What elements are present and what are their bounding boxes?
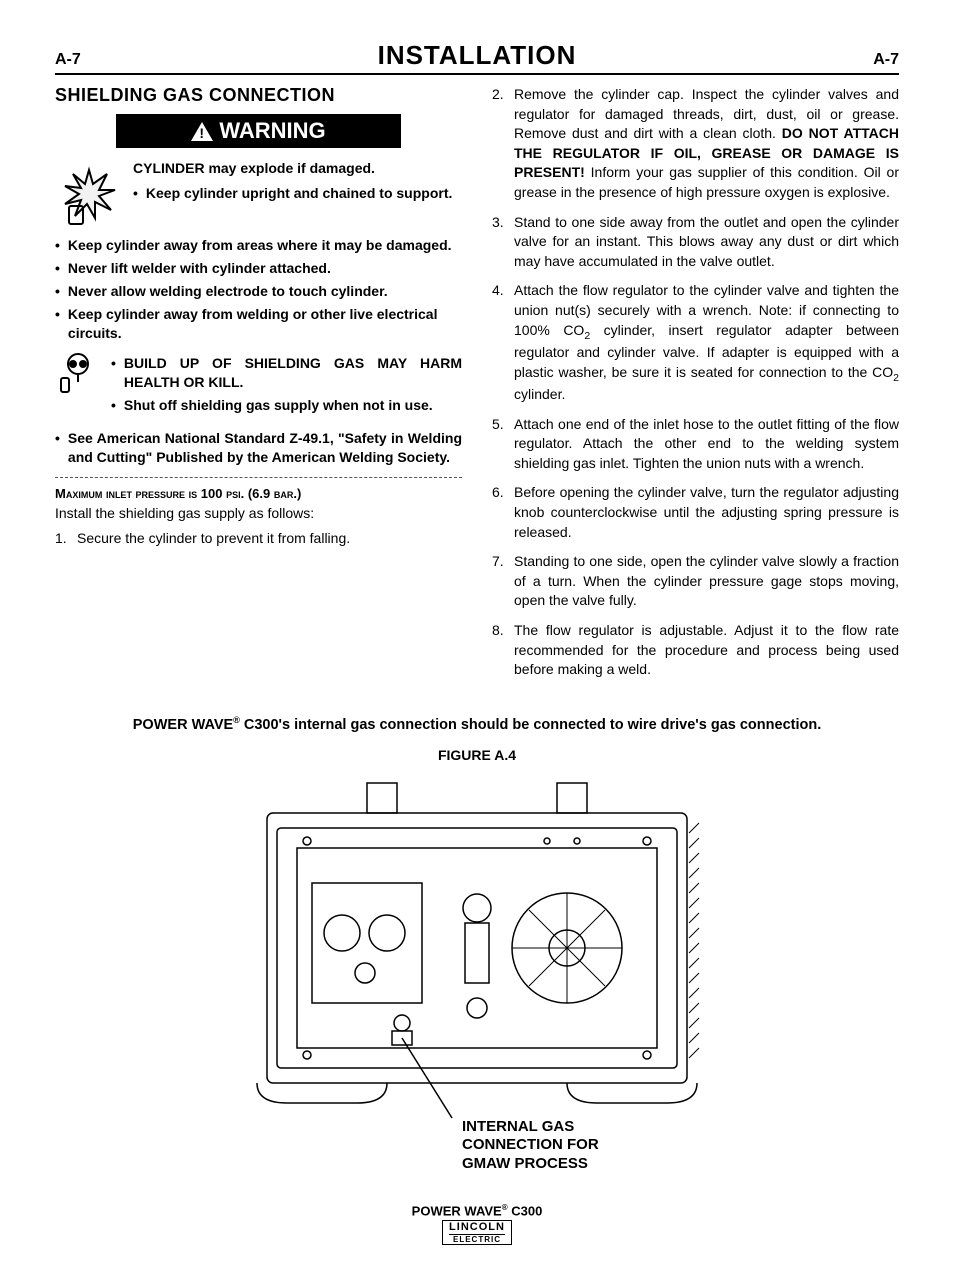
main-bullet-1: Keep cylinder away from areas where it m… (55, 236, 462, 255)
figure-callout: INTERNAL GAS CONNECTION FOR GMAW PROCESS (462, 1118, 599, 1174)
warning-label: WARNING (219, 118, 325, 144)
internal-gas-note: POWER WAVE® C300's internal gas connecti… (55, 715, 899, 733)
page-header: A-7 INSTALLATION A-7 (55, 40, 899, 75)
cylinder-explode-block: CYLINDER may explode if damaged. Keep cy… (55, 160, 462, 228)
std-bullet-list: See American National Standard Z-49.1, "… (55, 429, 462, 467)
gas-heading-bullet: BUILD UP OF SHIELDING GAS MAY HARM HEALT… (111, 354, 462, 392)
cylinder-explode-text: CYLINDER may explode if damaged. Keep cy… (133, 160, 462, 228)
main-bullet-2: Never lift welder with cylinder attached… (55, 259, 462, 278)
left-column: SHIELDING GAS CONNECTION WARNING CYLINDE… (55, 85, 462, 690)
steps-left: 1.Secure the cylinder to prevent it from… (55, 529, 462, 549)
dashed-divider (55, 477, 462, 478)
explosion-icon (55, 160, 123, 228)
step-1: 1.Secure the cylinder to prevent it from… (55, 529, 462, 549)
two-column-body: SHIELDING GAS CONNECTION WARNING CYLINDE… (55, 85, 899, 690)
steps-right: 2. Remove the cylinder cap. Inspect the … (492, 85, 899, 680)
lincoln-logo: LINCOLN ELECTRIC (55, 1220, 899, 1245)
step-4: 4. Attach the flow regulator to the cyli… (492, 281, 899, 404)
callout-line-3: GMAW PROCESS (462, 1155, 588, 1172)
step-2: 2. Remove the cylinder cap. Inspect the … (492, 85, 899, 203)
page-title: INSTALLATION (378, 40, 577, 71)
explode-bullets: Keep cylinder upright and chained to sup… (133, 184, 462, 203)
install-intro: Install the shielding gas supply as foll… (55, 505, 462, 521)
step-3: 3.Stand to one side away from the outlet… (492, 213, 899, 272)
gas-bullets: BUILD UP OF SHIELDING GAS MAY HARM HEALT… (111, 354, 462, 415)
gas-buildup-text: BUILD UP OF SHIELDING GAS MAY HARM HEALT… (111, 348, 462, 421)
callout-line-2: CONNECTION FOR (462, 1136, 599, 1153)
gas-shutoff-bullet: Shut off shielding gas supply when not i… (111, 396, 462, 415)
step-6: 6.Before opening the cylinder valve, tur… (492, 483, 899, 542)
warning-banner: WARNING (116, 114, 401, 148)
std-bullet: See American National Standard Z-49.1, "… (55, 429, 462, 467)
page-num-right: A-7 (873, 51, 899, 69)
step-7: 7.Standing to one side, open the cylinde… (492, 552, 899, 611)
gas-mask-icon (55, 348, 101, 394)
gas-buildup-block: BUILD UP OF SHIELDING GAS MAY HARM HEALT… (55, 348, 462, 421)
page-num-left: A-7 (55, 51, 81, 69)
warning-triangle-icon (191, 122, 213, 141)
step-8: 8.The flow regulator is adjustable. Adju… (492, 621, 899, 680)
welder-diagram: INTERNAL GAS CONNECTION FOR GMAW PROCESS (237, 773, 717, 1143)
main-bullet-3: Never allow welding electrode to touch c… (55, 282, 462, 301)
explode-bullet-1: Keep cylinder upright and chained to sup… (133, 184, 462, 203)
callout-line-1: INTERNAL GAS (462, 1118, 574, 1135)
max-inlet-pressure: Maximum inlet pressure is 100 psi. (6.9 … (55, 486, 462, 501)
page-footer: POWER WAVE® C300 LINCOLN ELECTRIC (55, 1203, 899, 1245)
right-column: 2. Remove the cylinder cap. Inspect the … (492, 85, 899, 690)
explode-heading: CYLINDER may explode if damaged. (133, 160, 462, 176)
main-bullet-4: Keep cylinder away from welding or other… (55, 305, 462, 343)
figure-a4: INTERNAL GAS CONNECTION FOR GMAW PROCESS (55, 773, 899, 1143)
step-5: 5.Attach one end of the inlet hose to th… (492, 415, 899, 474)
section-heading-shielding: SHIELDING GAS CONNECTION (55, 85, 462, 106)
main-bullets: Keep cylinder away from areas where it m… (55, 236, 462, 342)
figure-label: FIGURE A.4 (55, 747, 899, 763)
